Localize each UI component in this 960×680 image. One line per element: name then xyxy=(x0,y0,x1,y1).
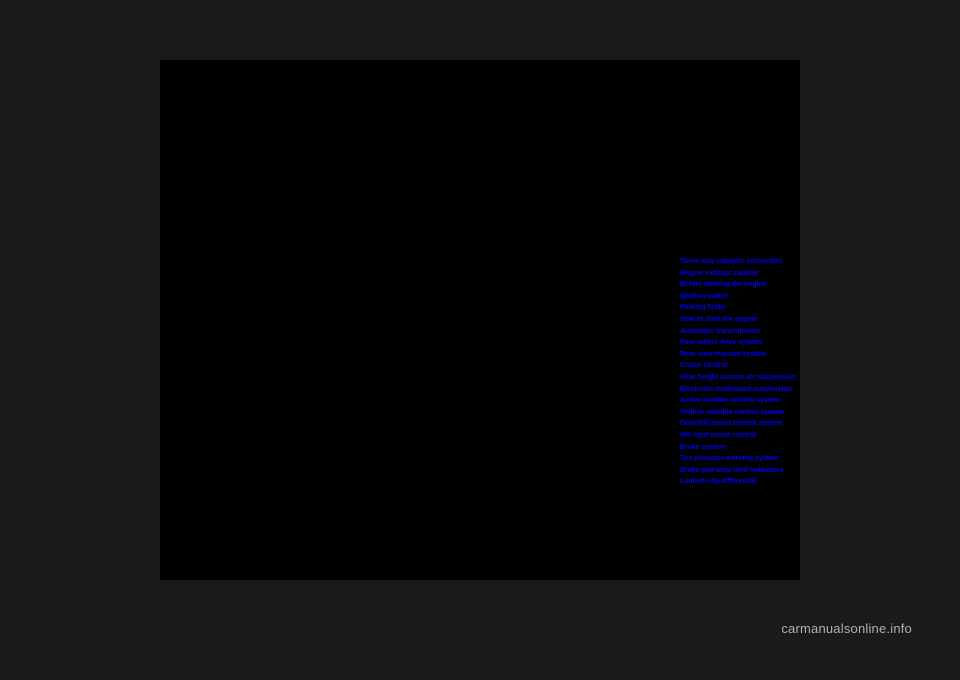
manual-page: Three-way catalytic converters Engine ex… xyxy=(160,60,800,580)
toc-link[interactable]: Rear view monitor system xyxy=(680,349,940,361)
toc-link[interactable]: Limited-slip differential xyxy=(680,476,940,488)
toc-link[interactable]: Hill-start assist control xyxy=(680,430,940,442)
toc-link[interactable]: Cruise control xyxy=(680,360,940,372)
toc-link[interactable]: Before starting the engine xyxy=(680,279,940,291)
toc-link[interactable]: Four-wheel drive system xyxy=(680,337,940,349)
toc-link[interactable]: How to start the engine xyxy=(680,314,940,326)
toc-link[interactable]: Downhill assist control system xyxy=(680,418,940,430)
toc-link[interactable]: Vehicle stability control system xyxy=(680,407,940,419)
toc-link[interactable]: Three-way catalytic converters xyxy=(680,256,940,268)
toc-link[interactable]: Engine exhaust caution xyxy=(680,268,940,280)
toc-link[interactable]: Tire pressure warning system xyxy=(680,453,940,465)
toc-link[interactable]: Rear height control air suspension xyxy=(680,372,940,384)
toc-link[interactable]: Parking brake xyxy=(680,302,940,314)
toc-link[interactable]: Ignition switch xyxy=(680,291,940,303)
toc-link[interactable]: Automatic transmission xyxy=(680,326,940,338)
toc-link[interactable]: Electronic modulated suspension xyxy=(680,384,940,396)
table-of-contents: Three-way catalytic converters Engine ex… xyxy=(680,256,940,488)
toc-link[interactable]: Active traction control system xyxy=(680,395,940,407)
watermark-text: carmanualsonline.info xyxy=(781,621,912,636)
toc-link[interactable]: Brake pad wear limit indicators xyxy=(680,465,940,477)
toc-link[interactable]: Brake system xyxy=(680,442,940,454)
